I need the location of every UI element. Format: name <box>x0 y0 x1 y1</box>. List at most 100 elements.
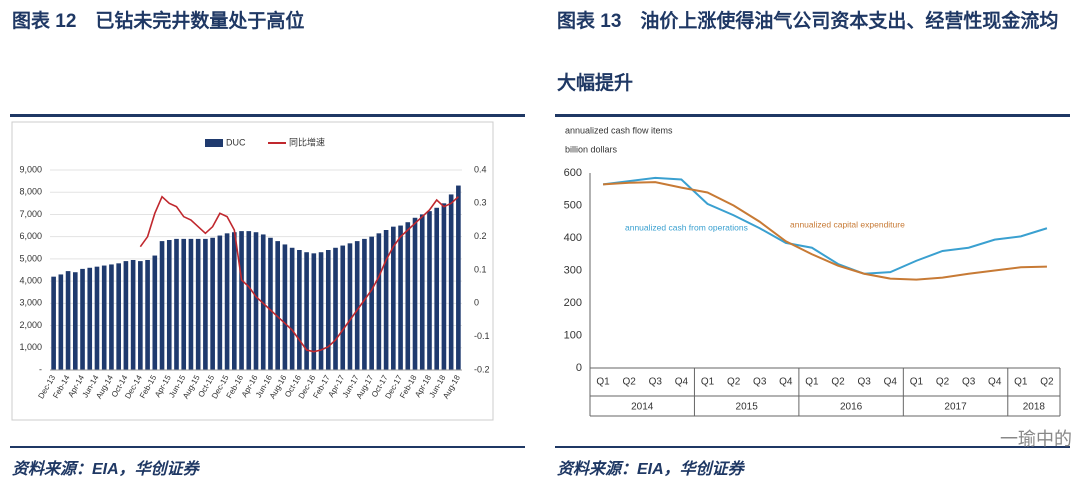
bar <box>391 226 396 370</box>
y-tick-label: 500 <box>564 199 582 211</box>
bar <box>94 266 100 370</box>
bar <box>72 272 78 370</box>
group-label: 2018 <box>1023 402 1046 413</box>
bar <box>145 260 150 370</box>
bar <box>188 238 194 370</box>
y-tick-label: 8,000 <box>19 187 42 197</box>
bar <box>268 237 273 370</box>
bar <box>275 241 280 370</box>
x-tick-label: Q2 <box>936 377 950 388</box>
frame <box>11 121 494 421</box>
line <box>139 195 459 353</box>
bar <box>369 236 374 370</box>
x-tick-label: Q1 <box>1014 377 1028 388</box>
y2-tick-label: 0.1 <box>474 264 487 274</box>
y-tick-label: 400 <box>564 232 582 244</box>
y2-tick-label: 0.4 <box>474 164 487 174</box>
bar <box>427 211 432 370</box>
x-tick-label: Q1 <box>596 377 610 388</box>
legend-swatch <box>205 139 223 147</box>
y-tick-label: 6,000 <box>19 231 42 241</box>
y-label: billion dollars <box>565 144 618 154</box>
bar <box>58 274 64 370</box>
bar <box>166 240 172 370</box>
y-tick-label: - <box>39 364 42 374</box>
bar <box>181 238 187 370</box>
y2-tick-label: 0.2 <box>474 231 487 241</box>
bar <box>224 233 230 370</box>
y-tick-label: 4,000 <box>19 275 42 285</box>
bar <box>333 247 338 370</box>
subtitle: annualized cash flow items <box>565 125 673 135</box>
group-label: 2017 <box>944 402 967 413</box>
rule <box>10 446 525 448</box>
y-tick-label: 600 <box>564 167 582 179</box>
x-tick-label: Q2 <box>622 377 636 388</box>
bar <box>65 271 71 370</box>
x-tick-label: Q4 <box>884 377 898 388</box>
bar <box>87 267 93 370</box>
y-tick-label: 7,000 <box>19 209 42 219</box>
bar <box>419 214 425 370</box>
bar <box>289 247 295 370</box>
line <box>602 176 1048 275</box>
x-tick-label: Q4 <box>988 377 1002 388</box>
y-tick-label: 2,000 <box>19 320 42 330</box>
bar <box>109 264 114 370</box>
bar <box>398 225 403 370</box>
bar <box>232 232 237 370</box>
group-label: 2015 <box>736 402 759 413</box>
bar <box>434 207 440 370</box>
bar <box>246 231 252 370</box>
group-label: 2016 <box>840 402 863 413</box>
y2-tick-label: -0.1 <box>474 331 490 341</box>
y2-tick-label: 0.3 <box>474 198 487 208</box>
x-tick-label: Q4 <box>779 377 793 388</box>
source: 资料来源：EIA，华创证券 <box>557 461 744 478</box>
watermark: 一瑜中的 <box>1000 429 1072 449</box>
series-label: annualized capital expenditure <box>790 219 905 229</box>
bar <box>282 244 288 370</box>
bar <box>362 238 367 370</box>
bar <box>456 185 461 370</box>
y2-tick-label: 0 <box>474 298 479 308</box>
bar <box>340 245 346 370</box>
y-tick-label: 300 <box>564 264 582 276</box>
heading: 图表 12 已钻未完井数量处于高位 <box>12 11 305 32</box>
bar <box>383 230 389 370</box>
rule <box>555 114 1070 117</box>
bar <box>210 237 215 370</box>
series-label: annualized cash from operations <box>625 222 748 232</box>
bar <box>304 252 309 370</box>
bar <box>405 222 411 370</box>
bar <box>325 250 331 370</box>
heading: 图表 13 油价上涨使得油气公司资本支出、经营性现金流均大幅提升 <box>557 11 1059 94</box>
x-tick-label: Q2 <box>1040 377 1054 388</box>
y-tick-label: 0 <box>576 362 582 374</box>
bar <box>448 194 454 370</box>
line <box>602 181 1047 281</box>
y-tick-label: 1,000 <box>19 342 42 352</box>
bar <box>101 265 107 370</box>
bar <box>203 238 208 370</box>
x-tick-label: Q2 <box>727 377 741 388</box>
bar <box>376 233 382 370</box>
x-tick-label: Q2 <box>831 377 845 388</box>
x-tick-label: Q4 <box>675 377 689 388</box>
x-tick-label: Q3 <box>753 377 767 388</box>
x-tick-label: Q1 <box>701 377 715 388</box>
bar <box>311 253 317 370</box>
bar <box>195 238 201 370</box>
bar <box>123 261 129 370</box>
bar <box>80 268 85 370</box>
bar <box>318 252 324 370</box>
y-tick-label: 100 <box>564 329 582 341</box>
group-label: 2014 <box>631 402 654 413</box>
bar <box>217 235 223 370</box>
bar <box>441 203 447 370</box>
x-tick-label: Q3 <box>649 377 663 388</box>
rule <box>10 114 525 117</box>
bar <box>297 250 302 370</box>
bar <box>260 234 266 370</box>
